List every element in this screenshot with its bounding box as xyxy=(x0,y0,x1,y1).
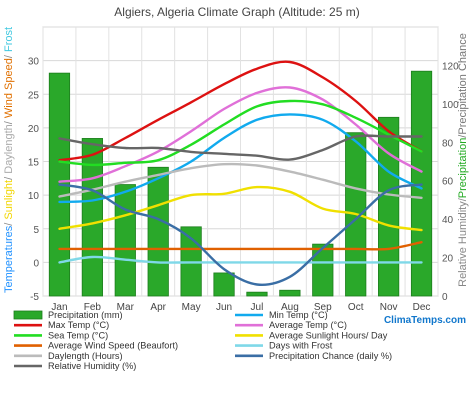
series-line-daylength-hours xyxy=(58,162,423,199)
legend-label: Daylength (Hours) xyxy=(48,351,123,361)
x-tick-label: Aug xyxy=(281,302,299,313)
axis-label-segment: Precipitation xyxy=(457,138,469,199)
x-tick-label: Jul xyxy=(251,302,264,313)
precip-bar xyxy=(246,291,268,297)
legend-label: Precipitation (mm) xyxy=(48,310,123,320)
precip-bar xyxy=(81,138,103,297)
right-tick-label: 0 xyxy=(442,292,448,303)
series-lines xyxy=(58,60,423,286)
legend-label: Average Wind Speed (Beaufort) xyxy=(48,341,178,351)
x-tick-label: Jan xyxy=(51,302,67,313)
series-line-days-with-frost xyxy=(58,255,423,264)
left-tick-label: 20 xyxy=(28,124,40,135)
legend-label: Average Temp (°C) xyxy=(269,320,347,330)
watermark: ClimaTemps.com xyxy=(384,315,466,326)
right-axis-ticks: 0 20 40 60 80 100 120 xyxy=(442,61,459,303)
series-line-min-temp-c xyxy=(58,113,423,204)
right-tick-label: 60 xyxy=(442,177,454,188)
left-tick-label: -5 xyxy=(30,292,39,303)
right-axis-label: Relative Humidity/Precipitation/Precipit… xyxy=(457,33,469,287)
legend-label: Precipitation Chance (daily %) xyxy=(269,351,392,361)
left-tick-label: 5 xyxy=(33,225,39,236)
axis-label-segment: / xyxy=(3,174,15,180)
x-tick-label: Dec xyxy=(413,302,431,313)
precip-bar xyxy=(378,116,400,297)
axis-label-segment: / xyxy=(3,118,15,124)
series-line-average-sunlight-hours-day xyxy=(58,185,423,232)
precip-bar xyxy=(147,166,169,297)
x-tick-label: Apr xyxy=(150,302,166,313)
x-tick-label: Feb xyxy=(84,302,102,313)
x-tick-label: Nov xyxy=(380,302,398,313)
series-line-precipitation-chance-daily xyxy=(58,183,423,286)
x-tick-label: Mar xyxy=(117,302,135,313)
x-tick-label: May xyxy=(182,302,201,313)
axis-label-segment: Daylength xyxy=(3,124,15,174)
right-tick-label: 120 xyxy=(442,61,459,72)
left-tick-label: 10 xyxy=(28,191,40,202)
left-axis-ticks: -5 0 5 10 15 20 25 30 xyxy=(28,57,40,303)
chart-title: Algiers, Algeria Climate Graph (Altitude… xyxy=(114,5,359,19)
legend: Precipitation (mm) Min Temp (°C) Max Temp … xyxy=(13,310,392,371)
series-line-average-wind-speed-beaufort xyxy=(58,241,423,251)
series-line-sea-temp-c xyxy=(58,99,423,167)
axis-label-segment: Frost xyxy=(3,27,15,52)
axis-label-segment: / xyxy=(457,197,469,201)
axis-label-segment: / xyxy=(3,220,15,226)
precip-bar xyxy=(312,243,334,297)
legend-swatch-bar xyxy=(13,310,43,320)
axis-label-segment: Temperatures xyxy=(3,225,15,293)
left-axis-label: Temperatures/ Sunlight/ Daylength/ Wind … xyxy=(3,27,15,293)
axis-label-segment: Relative Humidity xyxy=(457,201,469,287)
x-tick-label: Sep xyxy=(314,302,332,313)
axis-label-segment: /Precipitation Chance xyxy=(457,33,469,138)
right-tick-label: 20 xyxy=(442,254,454,265)
legend-label: Min Temp (°C) xyxy=(269,310,328,320)
axis-label-segment: Wind Speed xyxy=(3,58,15,118)
series-line-max-temp-c xyxy=(58,60,423,162)
legend-label: Average Sunlight Hours/ Day xyxy=(269,330,388,340)
axis-label-segment: Sunlight xyxy=(3,180,15,220)
precip-bar xyxy=(279,289,301,297)
precip-bar xyxy=(114,184,136,297)
right-tick-label: 80 xyxy=(442,138,454,149)
precip-bar xyxy=(213,272,235,297)
left-tick-label: 15 xyxy=(28,158,40,169)
left-tick-label: 30 xyxy=(28,57,40,68)
x-axis-ticks: Jan Feb Mar Apr May Jun Jul Aug Sep Oct Nov Dec xyxy=(51,302,430,313)
legend-label: Relative Humidity (%) xyxy=(48,361,136,371)
left-tick-label: 25 xyxy=(28,90,40,101)
x-tick-label: Oct xyxy=(348,302,364,313)
grid-lines xyxy=(42,26,439,297)
right-tick-label: 100 xyxy=(442,100,459,111)
axis-label-segment: / xyxy=(3,52,15,58)
series-line-relative-humidity xyxy=(58,134,423,161)
left-tick-label: 0 xyxy=(33,258,39,269)
right-tick-label: 40 xyxy=(442,215,454,226)
legend-label: Sea Temp (°C) xyxy=(48,330,108,340)
x-tick-label: Jun xyxy=(216,302,232,313)
legend-label: Max Temp (°C) xyxy=(48,320,109,330)
series-line-average-temp-c xyxy=(58,86,423,183)
legend-label: Days with Frost xyxy=(269,341,333,351)
